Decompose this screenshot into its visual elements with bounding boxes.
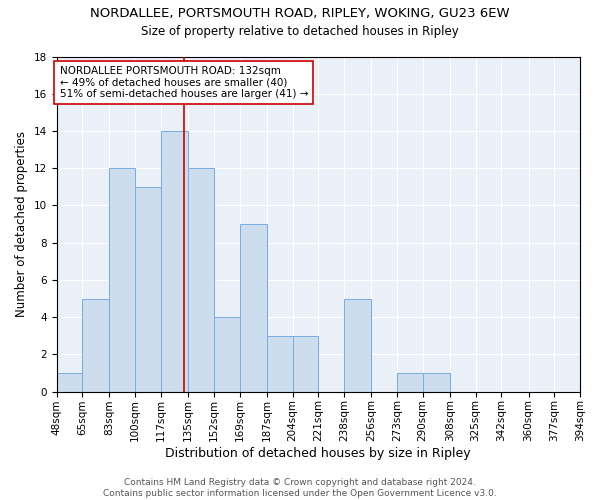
Text: NORDALLEE PORTSMOUTH ROAD: 132sqm
← 49% of detached houses are smaller (40)
51% : NORDALLEE PORTSMOUTH ROAD: 132sqm ← 49% … [59,66,308,99]
Bar [214,317,239,392]
Bar [239,224,267,392]
Bar [161,131,188,392]
X-axis label: Distribution of detached houses by size in Ripley: Distribution of detached houses by size … [166,447,471,460]
Text: Size of property relative to detached houses in Ripley: Size of property relative to detached ho… [141,25,459,38]
Bar [267,336,293,392]
Bar [135,187,161,392]
Bar [188,168,214,392]
Bar [422,373,450,392]
Text: NORDALLEE, PORTSMOUTH ROAD, RIPLEY, WOKING, GU23 6EW: NORDALLEE, PORTSMOUTH ROAD, RIPLEY, WOKI… [90,8,510,20]
Bar [109,168,135,392]
Bar [344,298,371,392]
Bar [82,298,109,392]
Y-axis label: Number of detached properties: Number of detached properties [15,131,28,317]
Bar [397,373,422,392]
Bar [56,373,82,392]
Bar [293,336,318,392]
Text: Contains HM Land Registry data © Crown copyright and database right 2024.
Contai: Contains HM Land Registry data © Crown c… [103,478,497,498]
